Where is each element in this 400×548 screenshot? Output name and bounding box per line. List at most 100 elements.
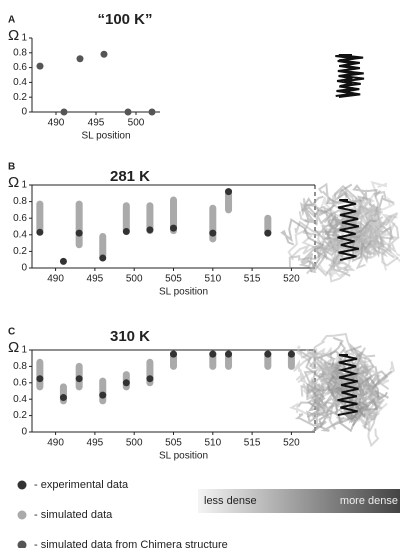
structure-trace bbox=[297, 382, 340, 412]
panel-label: C bbox=[8, 327, 15, 338]
x-tick-label: 515 bbox=[244, 438, 261, 449]
y-tick-label: 0.6 bbox=[13, 377, 27, 388]
y-tick-label: 0.4 bbox=[13, 394, 27, 405]
legend-label: - simulated data from Chimera structure bbox=[34, 539, 228, 548]
x-tick-label: 490 bbox=[48, 118, 65, 129]
x-tick-label: 500 bbox=[128, 118, 145, 129]
structure-core bbox=[337, 199, 360, 261]
y-tick-label: 0.8 bbox=[13, 196, 27, 207]
y-tick-label: 0.6 bbox=[13, 62, 27, 73]
chart-title: “100 K” bbox=[97, 11, 152, 28]
structure-trace bbox=[336, 378, 385, 426]
data-point bbox=[209, 350, 217, 358]
structure-trace bbox=[280, 218, 324, 273]
x-tick-label: 495 bbox=[88, 118, 105, 129]
y-tick-label: 0 bbox=[21, 263, 27, 274]
y-tick-label: 0.2 bbox=[13, 410, 27, 421]
x-axis-label: SL position bbox=[81, 131, 130, 142]
x-tick-label: 520 bbox=[283, 438, 300, 449]
y-tick-label: 0.4 bbox=[13, 77, 27, 88]
legend-label: - simulated data bbox=[34, 509, 113, 521]
legend-label: - experimental data bbox=[34, 479, 129, 491]
data-point bbox=[148, 108, 156, 116]
y-tick-label: 0.8 bbox=[13, 47, 27, 58]
y-tick-label: 0.4 bbox=[13, 229, 27, 240]
data-point bbox=[99, 254, 107, 262]
density-bar bbox=[198, 489, 400, 513]
x-tick-label: 495 bbox=[87, 438, 104, 449]
structure-trace bbox=[317, 182, 347, 217]
data-point bbox=[225, 188, 233, 196]
y-tick-label: 0.2 bbox=[13, 246, 27, 257]
x-tick-label: 490 bbox=[47, 438, 64, 449]
panel-label: A bbox=[8, 15, 15, 26]
y-tick-label: 1 bbox=[21, 345, 27, 356]
x-axis-label: SL position bbox=[159, 287, 208, 298]
x-axis-label: SL position bbox=[159, 451, 208, 462]
y-tick-label: 0 bbox=[21, 427, 27, 438]
data-point bbox=[122, 227, 130, 235]
panel-label: B bbox=[8, 162, 15, 173]
data-point bbox=[75, 375, 83, 383]
data-point bbox=[287, 350, 295, 358]
data-point bbox=[146, 375, 154, 383]
legend-marker bbox=[17, 540, 27, 548]
structure-core bbox=[337, 354, 359, 416]
x-tick-label: 490 bbox=[47, 274, 64, 285]
structure-trace bbox=[314, 223, 346, 243]
structure-trace bbox=[297, 368, 330, 401]
x-tick-label: 500 bbox=[126, 438, 143, 449]
x-tick-label: 520 bbox=[283, 274, 300, 285]
data-point bbox=[36, 375, 44, 383]
x-tick-label: 505 bbox=[165, 274, 182, 285]
legend-marker bbox=[17, 510, 27, 520]
data-point bbox=[99, 391, 107, 399]
structure-trace bbox=[367, 230, 387, 252]
y-tick-label: 1 bbox=[21, 33, 27, 44]
data-point bbox=[36, 228, 44, 236]
structure-trace bbox=[289, 402, 330, 421]
y-tick-label: 0.8 bbox=[13, 361, 27, 372]
x-tick-label: 510 bbox=[204, 438, 221, 449]
data-point bbox=[170, 224, 177, 232]
plot: B 281 K Ω SL position 0 0.2 0.4 0.6 0.8 1 490 495 50… bbox=[8, 162, 316, 298]
structure-trace bbox=[360, 207, 391, 238]
data-point bbox=[100, 50, 108, 58]
data-point bbox=[264, 350, 272, 358]
data-point bbox=[146, 226, 154, 234]
structure-trace bbox=[317, 256, 352, 278]
chart-title: 310 K bbox=[110, 328, 150, 345]
x-tick-label: 510 bbox=[204, 274, 221, 285]
data-point bbox=[76, 55, 84, 63]
y-axis-label: Ω bbox=[8, 27, 19, 44]
y-tick-label: 0 bbox=[21, 107, 27, 118]
legend-marker bbox=[17, 480, 27, 490]
y-tick-label: 1 bbox=[21, 180, 27, 191]
structure-core bbox=[335, 55, 357, 97]
data-point bbox=[264, 229, 272, 237]
data-point bbox=[124, 108, 132, 116]
data-point bbox=[60, 108, 68, 116]
data-point bbox=[225, 350, 233, 358]
data-point bbox=[59, 257, 67, 265]
data-point bbox=[75, 229, 83, 237]
y-tick-label: 0.6 bbox=[13, 213, 27, 224]
y-tick-label: 0.2 bbox=[13, 92, 27, 103]
data-point bbox=[36, 62, 44, 70]
plot: C 310 K Ω SL position 0 0.2 0.4 0.6 0.8 1 490 495 50… bbox=[8, 327, 316, 462]
structure-trace bbox=[300, 198, 335, 220]
density-high: more dense bbox=[340, 495, 398, 507]
y-axis-label: Ω bbox=[8, 174, 19, 191]
x-tick-label: 515 bbox=[244, 274, 261, 285]
structure-trace bbox=[347, 219, 376, 263]
density-low: less dense bbox=[204, 495, 257, 507]
structure-trace bbox=[337, 183, 381, 203]
x-tick-label: 505 bbox=[165, 438, 182, 449]
x-tick-label: 500 bbox=[126, 274, 143, 285]
structure-trace bbox=[311, 332, 356, 368]
data-point bbox=[170, 350, 177, 358]
data-point bbox=[59, 394, 67, 402]
data-point bbox=[209, 229, 217, 237]
